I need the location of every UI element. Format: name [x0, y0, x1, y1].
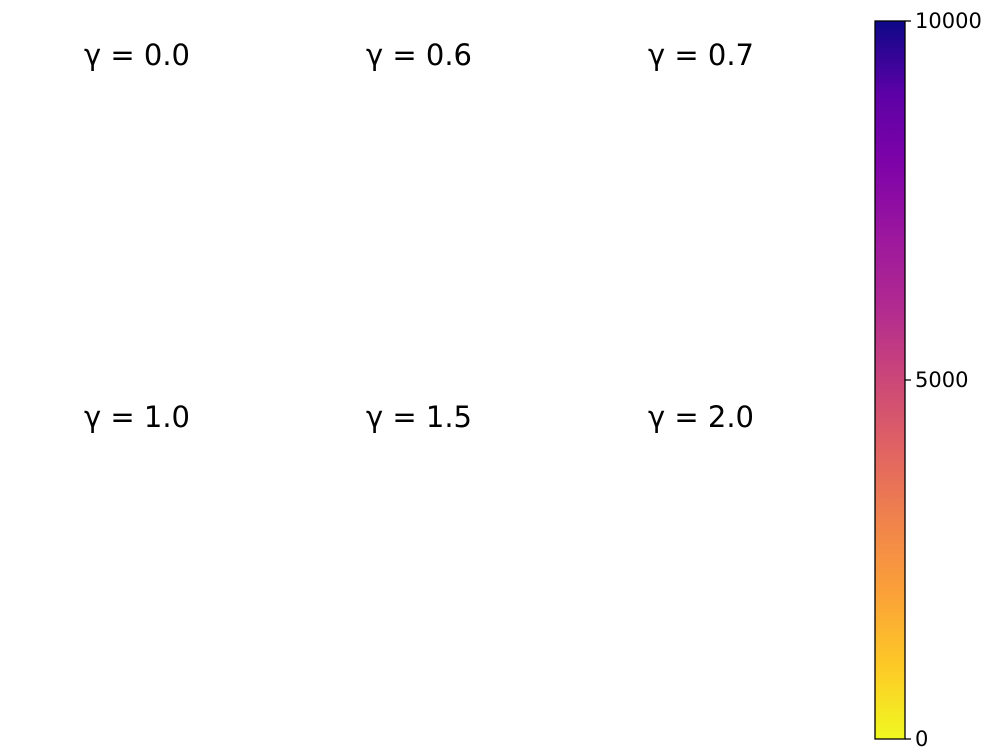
hotspot-halo	[89, 504, 170, 585]
panel-title: γ = 0.6	[366, 38, 472, 72]
map-panel: γ = 0.7	[578, 38, 826, 298]
hotspot-core	[735, 583, 746, 594]
map-panel: γ = 0.0	[14, 38, 262, 298]
region-base	[14, 94, 262, 298]
hotspot-halo	[366, 508, 447, 589]
hotspot-core	[362, 125, 477, 240]
colorbar-tick-label: 10000	[915, 9, 982, 33]
hotspot-halo	[296, 94, 544, 298]
hotspot-core	[388, 530, 425, 567]
hotspot-halo	[679, 509, 697, 527]
panel-title: γ = 1.0	[84, 400, 190, 434]
region-base	[14, 456, 262, 660]
panel-title: γ = 2.0	[648, 400, 754, 434]
hotspot-core	[684, 514, 693, 522]
hotspot-core	[667, 533, 699, 565]
hotspot-core	[680, 162, 712, 194]
hotspot-halo	[723, 532, 747, 556]
map-panel: γ = 1.5	[296, 400, 544, 660]
colorbar-tick-label: 5000	[915, 368, 968, 392]
panel-title: γ = 0.7	[648, 38, 754, 72]
map-panel: γ = 1.0	[14, 400, 262, 660]
panel-title: γ = 1.5	[366, 400, 472, 434]
colorbar: 10000 5000 0	[874, 9, 982, 751]
region-base	[578, 94, 826, 298]
hotspot-core	[730, 539, 741, 550]
hotspot-halo	[728, 576, 752, 600]
region-base	[296, 456, 544, 660]
region-base	[296, 94, 544, 298]
region-base	[578, 456, 826, 660]
colorbar-tick-label: 0	[915, 727, 928, 751]
hotspot-core	[111, 526, 148, 563]
panels: γ = 0.0 γ = 0.6 γ = 0.7 γ = 1.0 γ = 1.5 γ = 2…	[14, 38, 826, 660]
map-panel: γ = 2.0	[578, 400, 826, 660]
panel-title: γ = 0.0	[84, 38, 190, 72]
hotspot-halo	[648, 514, 718, 584]
map-panel: γ = 0.6	[296, 38, 544, 298]
hotspot-halo	[661, 143, 731, 213]
hotspot-halo	[637, 524, 661, 548]
hotspot-core	[644, 530, 655, 541]
colorbar-gradient	[874, 20, 906, 740]
